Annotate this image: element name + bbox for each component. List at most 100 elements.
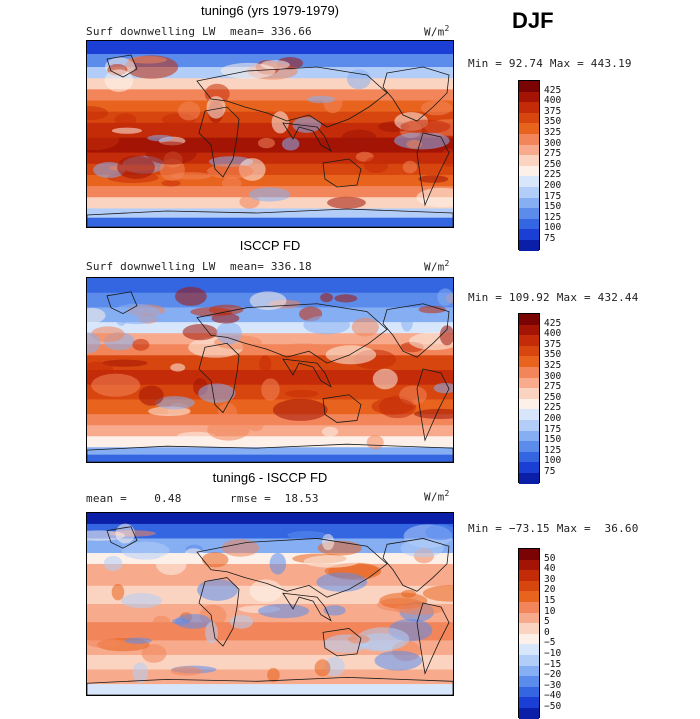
map-band <box>87 523 453 540</box>
map-anomaly-blob <box>201 552 229 568</box>
colorbar-swatch <box>519 451 539 463</box>
colorbar-swatch <box>519 377 539 389</box>
units-sup: 2 <box>444 259 450 268</box>
continent-outline <box>87 676 453 695</box>
colorbar-tick-label: 200 <box>544 180 562 191</box>
map-anomaly-blob <box>177 431 216 441</box>
min-max-range: Min = 92.74 Max = 443.19 <box>468 57 632 70</box>
map-anomaly-blob <box>273 398 328 421</box>
colorbar-swatch <box>519 580 539 592</box>
colorbar-swatch <box>519 697 539 708</box>
map-anomaly-blob <box>334 294 358 303</box>
colorbar-tick-label: 350 <box>544 116 562 128</box>
continent-outline <box>196 303 388 364</box>
colorbar-swatch <box>519 324 539 336</box>
colorbar-tick-label: 75 <box>544 466 556 477</box>
colorbar-swatch <box>519 229 539 240</box>
continent-outline <box>196 538 388 598</box>
map-anomaly-blob <box>184 548 203 560</box>
map-anomaly-blob <box>87 128 119 151</box>
colorbar-tick-label: −40 <box>544 690 562 702</box>
min-max-range: Min = −73.15 Max = 36.60 <box>468 522 639 535</box>
map-anomaly-blob <box>249 291 287 311</box>
mean-stat: mean= 336.66 <box>230 25 312 38</box>
colorbar-swatch <box>519 208 539 219</box>
map-anomaly-blob <box>366 435 384 450</box>
map-anomaly-blob <box>111 127 143 134</box>
map-anomaly-blob <box>321 426 339 437</box>
map-anomaly-blob <box>216 321 242 345</box>
map-anomaly-blob <box>322 533 335 551</box>
mean-stat: mean= 336.18 <box>230 260 312 273</box>
continent-outline <box>416 368 450 442</box>
units-label: W/m2 <box>424 259 450 274</box>
map-anomaly-blob <box>287 531 327 540</box>
continent-outline <box>382 66 450 122</box>
colorbar-swatch <box>519 155 539 166</box>
colorbar-swatch <box>519 623 539 634</box>
map-band <box>87 278 453 294</box>
map-anomaly-blob <box>292 117 322 133</box>
map-anomaly-blob <box>269 552 287 575</box>
colorbar-tick-label: 325 <box>544 127 562 138</box>
units-text: W/m <box>424 260 445 274</box>
continent-outline <box>106 291 138 315</box>
units-text: W/m <box>424 25 445 39</box>
continent-outline <box>322 628 362 657</box>
colorbar-swatch <box>519 549 539 560</box>
colorbar-swatch <box>519 398 539 410</box>
colorbar-swatch <box>519 165 539 177</box>
map-anomaly-blob <box>205 621 218 644</box>
colorbar-tick-label: 15 <box>544 595 556 606</box>
units-sup: 2 <box>444 489 450 498</box>
units-text: W/m <box>424 490 445 504</box>
colorbar-tick-label: 250 <box>544 158 562 170</box>
colorbar-swatch <box>519 633 539 645</box>
map-anomaly-blob <box>314 659 331 677</box>
min-max-range: Min = 109.92 Max = 432.44 <box>468 291 639 304</box>
colorbar-swatch <box>519 419 539 431</box>
map-anomaly-blob <box>175 613 212 629</box>
colorbar-swatch <box>519 570 539 581</box>
continent-outline <box>198 106 240 178</box>
colorbar: 425 400 375 350 325 300 275 250 225 200 175 150 125 1… <box>518 80 561 251</box>
map-anomaly-blob <box>104 69 134 92</box>
colorbar-tick-label: 100 <box>544 455 562 467</box>
map-anomaly-blob <box>114 113 137 127</box>
colorbar-swatches <box>518 80 540 251</box>
map-anomaly-blob <box>422 585 453 602</box>
continent-outline <box>196 66 388 128</box>
map-anomaly-blob <box>348 635 370 644</box>
map-anomaly-blob <box>124 637 152 644</box>
colorbar-tick-label: 350 <box>544 349 562 361</box>
map-anomaly-blob <box>323 89 343 114</box>
continent-outline <box>87 208 453 227</box>
continent-outline <box>106 54 138 78</box>
units-label: W/m2 <box>424 489 450 504</box>
colorbar-tick-label: 300 <box>544 370 562 382</box>
map-anomaly-blob <box>260 60 290 70</box>
colorbar-tick-label: 250 <box>544 391 562 403</box>
map-diff <box>86 512 454 696</box>
panel-title: tuning6 - ISCCP FD <box>212 470 328 485</box>
map-anomaly-blob <box>111 583 125 601</box>
colorbar-tick-label: 225 <box>544 402 562 414</box>
map-anomaly-blob <box>425 524 453 541</box>
map-anomaly-blob <box>91 373 141 397</box>
map-anomaly-blob <box>152 615 171 628</box>
mean-stat: mean = 0.48 <box>86 492 182 505</box>
season-label: DJF <box>512 8 554 33</box>
colorbar-tick-label: 50 <box>544 552 556 564</box>
colorbar-tick-label: 375 <box>544 338 562 350</box>
map-anomaly-blob <box>102 359 148 367</box>
colorbar-swatch <box>519 239 539 251</box>
map-anomaly-blob <box>117 155 155 180</box>
colorbar-tick-label: 200 <box>544 413 562 424</box>
colorbar-swatch <box>519 462 539 473</box>
continent-outline <box>416 132 450 207</box>
map-band <box>87 333 453 346</box>
units-sup: 2 <box>444 24 450 33</box>
continent-outline <box>416 602 450 675</box>
map-band <box>87 684 453 695</box>
continent-outline <box>382 538 450 592</box>
